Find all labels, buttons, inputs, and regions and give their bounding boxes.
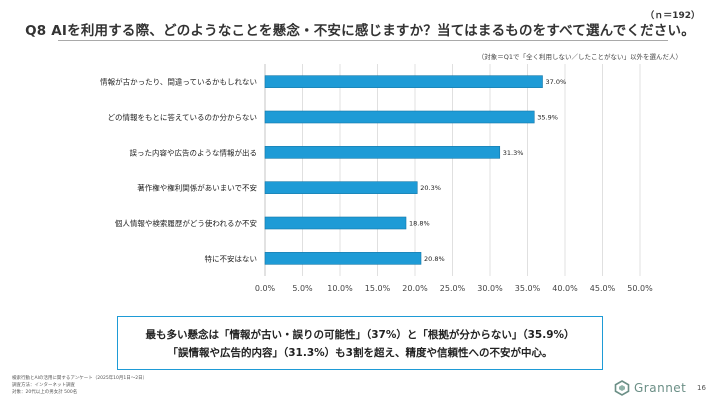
bar [264, 110, 535, 124]
footnotes: 検索行動とAIの活用に関するアンケート（2025年10月1日〜2日） 調査方法：… [12, 375, 147, 396]
x-tick-label: 20.0% [402, 284, 428, 293]
value-label: 18.8% [409, 220, 430, 228]
category-label: 著作権や権利関係があいまいで不安 [137, 183, 257, 193]
x-tick-label: 15.0% [365, 284, 391, 293]
bar-chart: 0.0% 5.0% 10.0% 15.0% 20.0% 25.0% 30.0% 35.0% 40… [100, 64, 653, 293]
value-label: 20.3% [420, 184, 441, 192]
value-label: 37.0% [546, 78, 567, 86]
bar [264, 75, 543, 88]
summary-box: 最も多い懸念は「情報が古い・誤りの可能性」（37%）と「根拠が分からない」（35… [117, 316, 603, 370]
category-label: 特に不安はない [205, 253, 258, 263]
bar [264, 146, 501, 159]
x-tick-label: 45.0% [590, 284, 616, 293]
sample-size-label: （ｎ＝192） [645, 11, 700, 21]
footnote-method: 調査方法：インターネット調査 [12, 383, 75, 388]
bar [264, 252, 422, 265]
page-number: 16 [697, 384, 706, 392]
x-tick-label: 0.0% [255, 284, 276, 293]
grannet-logo-icon [614, 380, 630, 396]
x-tick-label: 5.0% [292, 284, 313, 293]
category-label: 誤った内容や広告のような情報が出る [130, 147, 258, 157]
category-label: どの情報をもとに答えているのか分からない [108, 112, 257, 122]
x-tick-label: 50.0% [627, 284, 653, 293]
category-label: 個人情報や検索履歴がどう使われるか不安 [115, 218, 258, 228]
page-title: Q8 AIを利用する際、どのようなことを懸念・不安に感じますか？当てはまるものを… [25, 23, 695, 39]
footnote-survey: 検索行動とAIの活用に関するアンケート（2025年10月1日〜2日） [12, 376, 148, 381]
footnote-target: 対象：20代以上の男女計 500名 [12, 390, 78, 395]
summary-line-1: 最も多い懸念は「情報が古い・誤りの可能性」（37%）と「根拠が分からない」（35… [145, 329, 575, 341]
x-tick-label: 10.0% [327, 284, 353, 293]
value-label: 31.3% [503, 149, 524, 157]
respondent-note: （対象＝Q1で「全く利用しない／したことがない」以外を選んだ人） [477, 53, 682, 61]
brand-name: Grannet [634, 381, 687, 395]
x-tick-label: 35.0% [515, 284, 541, 293]
x-tick-label: 40.0% [552, 284, 578, 293]
bar [264, 181, 418, 194]
brand-logo: Grannet [614, 380, 686, 396]
x-tick-label: 25.0% [440, 284, 466, 293]
bar [264, 216, 407, 230]
value-label: 20.8% [424, 255, 445, 263]
value-label: 35.9% [537, 114, 558, 122]
title-divider [58, 40, 668, 41]
x-tick-label: 30.0% [477, 284, 503, 293]
summary-line-2: 「誤情報や広告的内容」（31.3%）も3割を超え、精度や信頼性への不安が中心。 [167, 347, 553, 359]
category-label: 情報が古かったり、間違っているかもしれない [100, 77, 257, 87]
